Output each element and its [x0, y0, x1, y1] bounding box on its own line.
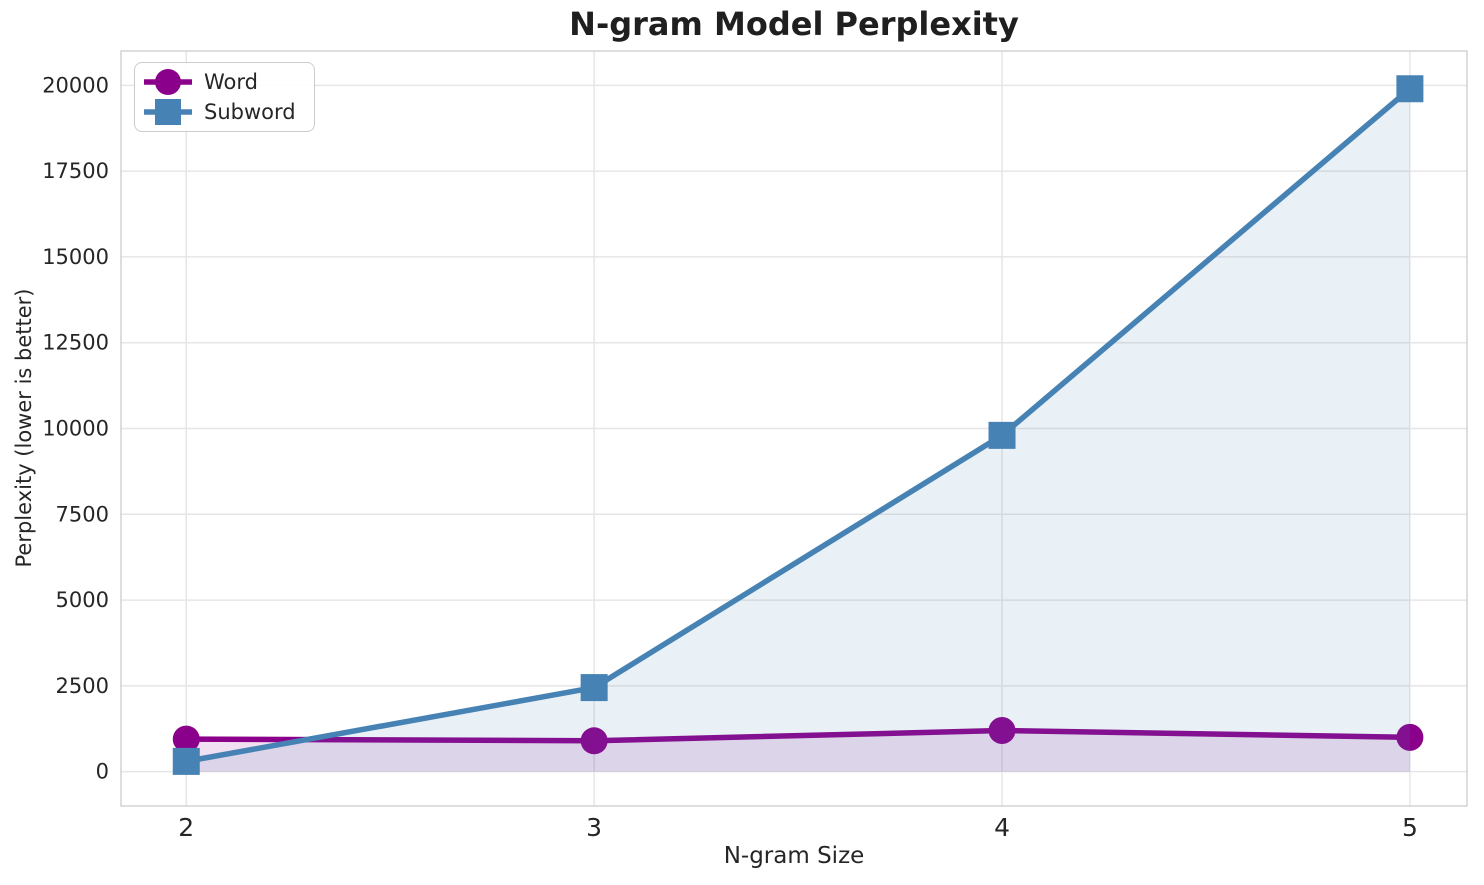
- data-point-subword: [580, 674, 608, 702]
- legend-marker-word: [155, 69, 181, 95]
- series-line-subword: [185, 86, 1412, 765]
- data-point-word: [1396, 723, 1424, 751]
- y-tick-label: 10000: [42, 417, 109, 441]
- y-tick-label: 20000: [42, 73, 109, 97]
- y-tick-label: 0: [96, 760, 109, 784]
- data-point-word: [172, 725, 200, 753]
- legend-circle-marker-icon: [144, 69, 192, 95]
- legend-item-word: Word: [144, 68, 296, 96]
- data-point-word: [580, 727, 608, 755]
- y-tick-label: 12500: [42, 331, 109, 355]
- y-tick-label: 5000: [56, 588, 109, 612]
- x-axis-label: N-gram Size: [723, 843, 865, 869]
- y-tick-label: 15000: [42, 245, 109, 269]
- series-area-subword: [186, 88, 1410, 772]
- x-tick-label: 4: [994, 813, 1010, 842]
- series-line-word: [186, 727, 1410, 744]
- legend-label-subword: Subword: [204, 100, 296, 124]
- data-point-subword: [1396, 75, 1424, 103]
- x-tick-label: 3: [586, 813, 602, 842]
- data-point-word: [988, 717, 1016, 744]
- data-point-subword: [172, 747, 200, 775]
- legend-label-word: Word: [204, 70, 258, 94]
- legend-item-subword: Subword: [144, 98, 296, 126]
- y-tick-label: 7500: [56, 502, 109, 526]
- legend: Word Subword: [134, 62, 315, 132]
- legend-marker-subword: [155, 99, 181, 125]
- legend-square-marker-icon: [144, 99, 192, 125]
- x-tick-label: 5: [1402, 813, 1418, 842]
- y-axis-label: Perplexity (lower is better): [12, 288, 36, 568]
- axes-border: [120, 50, 1468, 807]
- x-tick-label: 2: [178, 813, 194, 842]
- chart-title: N-gram Model Perplexity: [569, 5, 1019, 43]
- y-tick-label: 2500: [56, 674, 109, 698]
- y-tick-label: 17500: [42, 159, 109, 183]
- data-point-subword: [988, 421, 1016, 449]
